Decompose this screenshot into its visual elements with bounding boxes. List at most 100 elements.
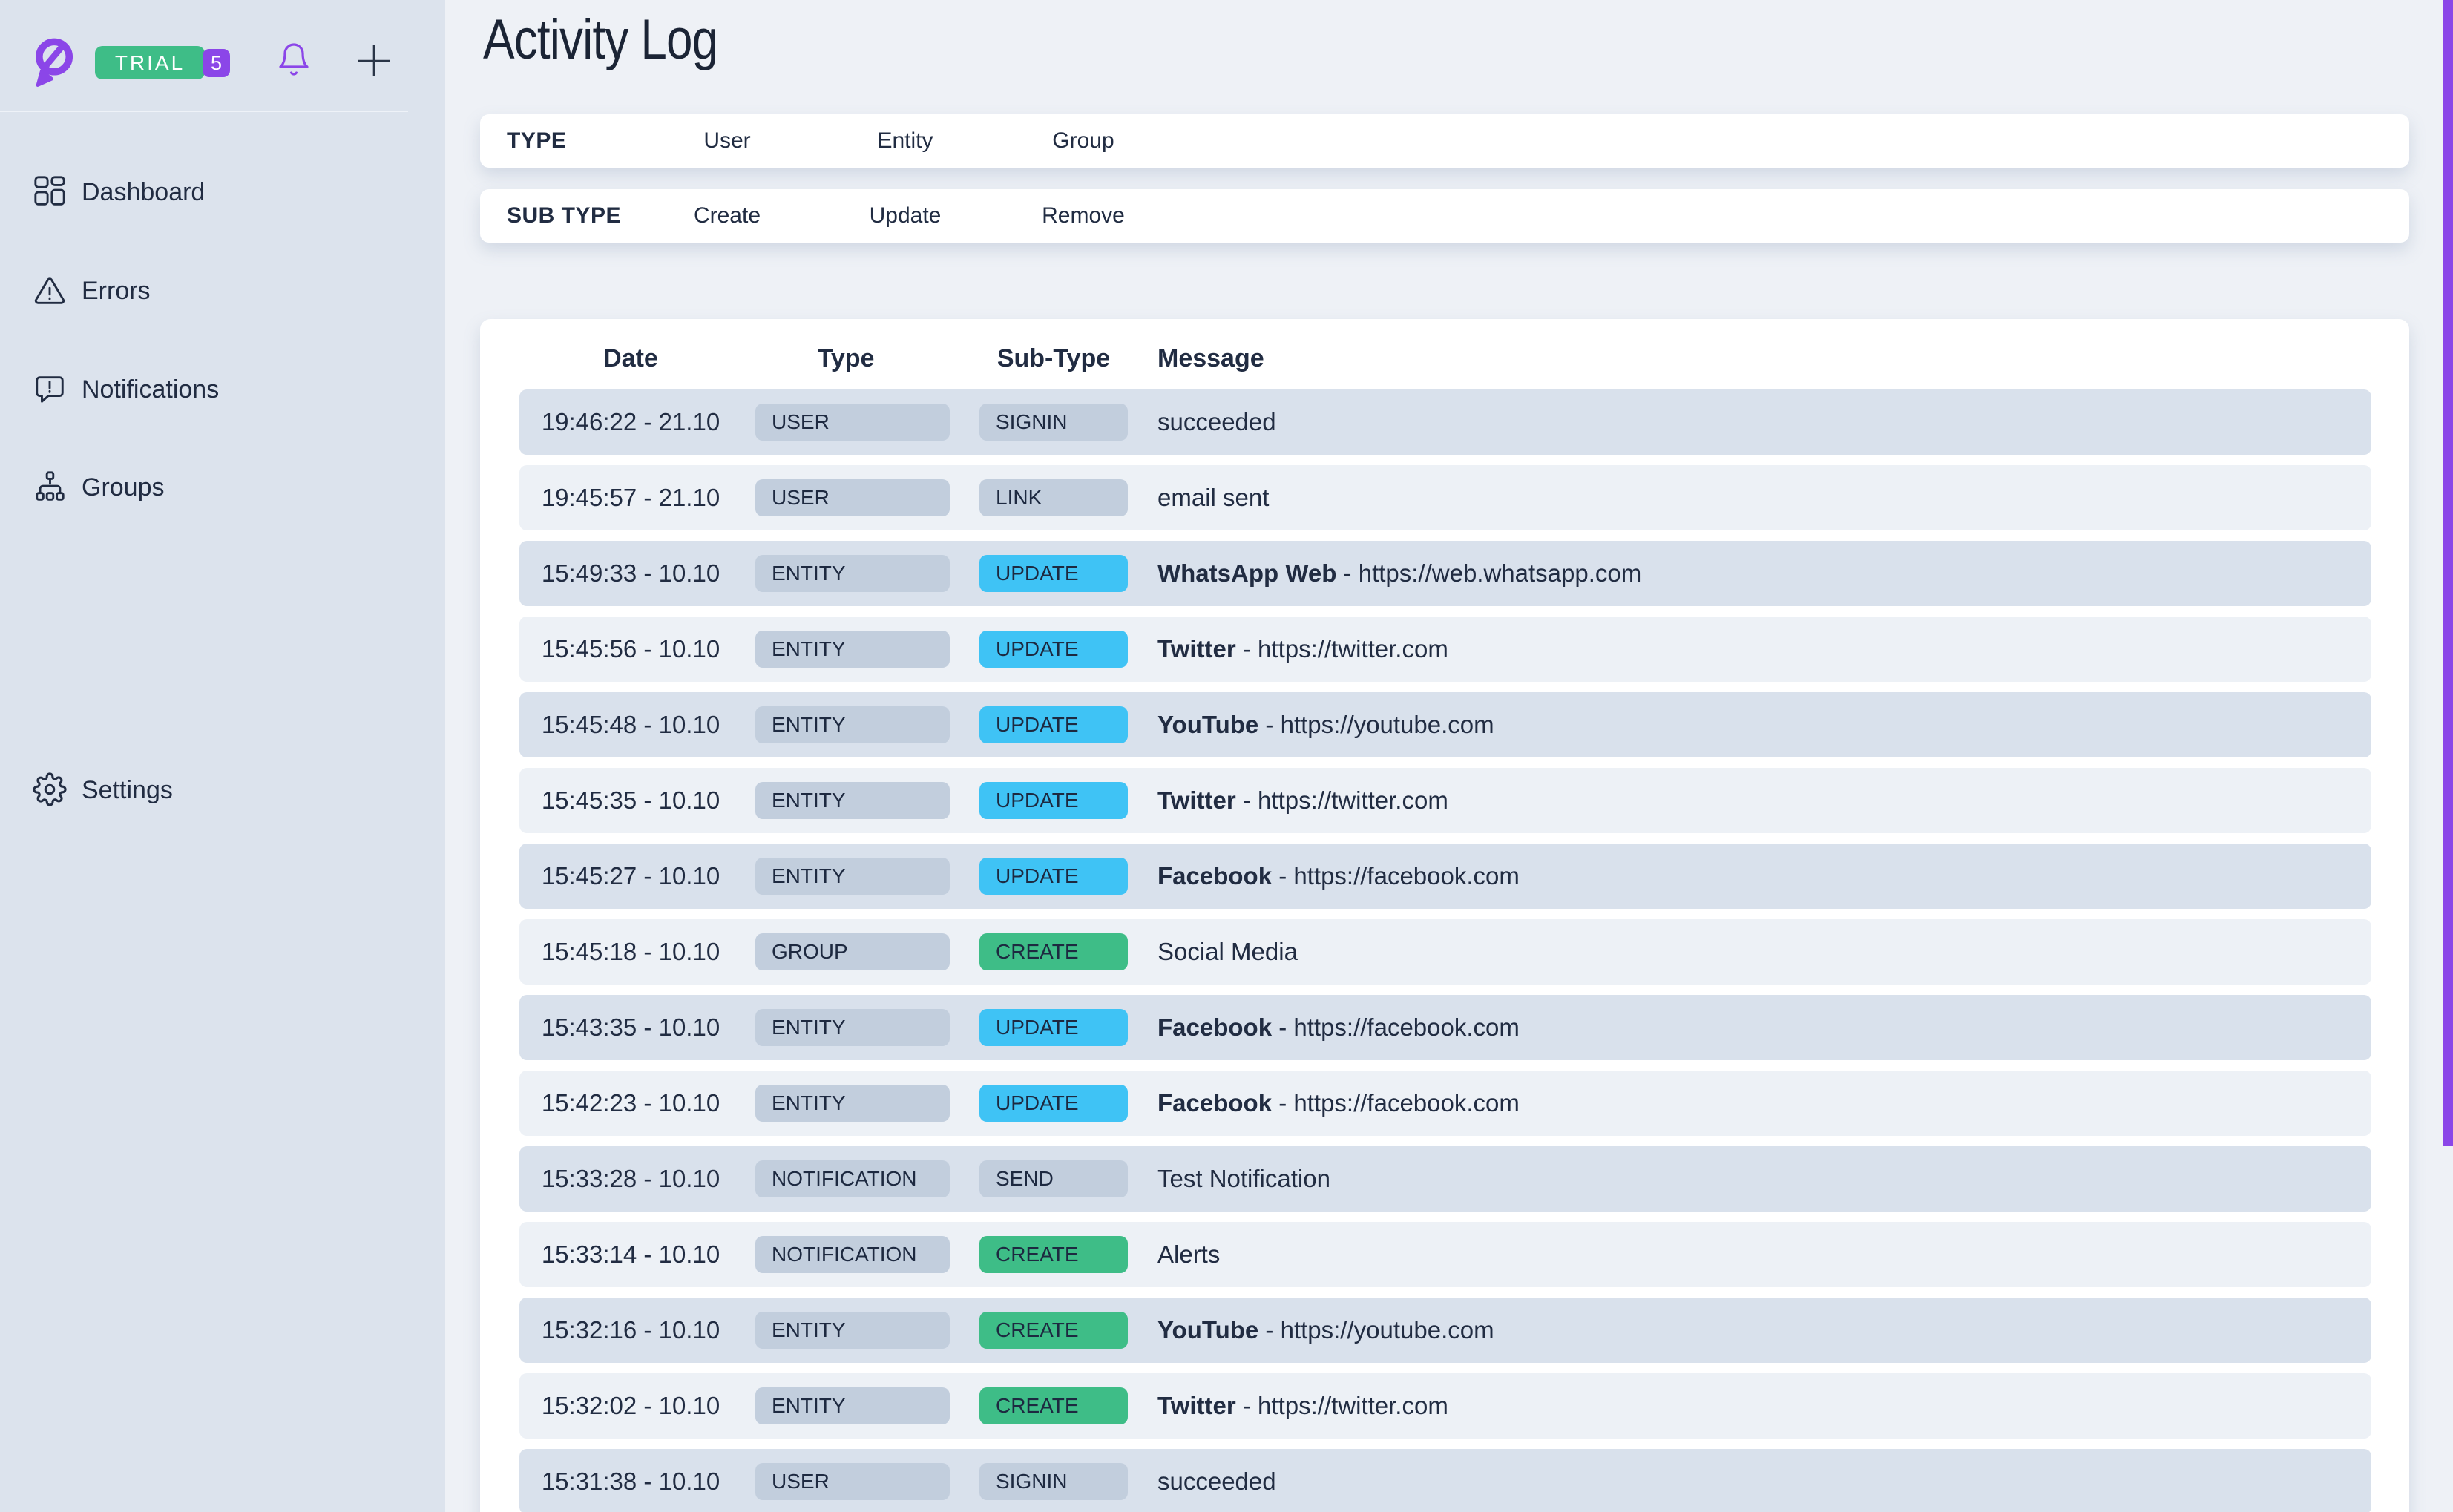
sidebar-item-notifications[interactable]: Notifications [0,366,445,413]
sidebar-divider [0,111,408,112]
log-message: Facebook - https://facebook.com [1128,862,2371,890]
sidebar-item-groups[interactable]: Groups [0,464,445,511]
log-row: 19:45:57 - 21.10 USER LINK email sent [519,465,2371,530]
type-filter-option-user[interactable]: User [703,128,751,153]
log-row: 15:45:18 - 10.10 GROUP CREATE Social Med… [519,919,2371,985]
log-table-body: 19:46:22 - 21.10 USER SIGNIN succeeded 1… [519,389,2371,1512]
groups-icon [33,470,67,504]
type-badge: ENTITY [755,631,950,668]
log-date: 15:33:28 - 10.10 [541,1165,720,1192]
scrollbar-thumb[interactable] [2443,0,2453,1146]
message-text: succeeded [1157,1467,1276,1495]
notification-count-badge: 5 [203,49,230,77]
subtype-badge: UPDATE [979,782,1128,819]
message-bold: YouTube [1157,711,1259,738]
dashboard-icon [33,174,67,208]
subtype-filter-label: SUB TYPE [507,203,622,228]
subtype-badge: UPDATE [979,1009,1128,1046]
log-date: 15:32:02 - 10.10 [541,1392,720,1419]
add-icon[interactable] [355,42,393,79]
log-message: Social Media [1128,938,2371,966]
sidebar-item-label: Errors [82,277,151,305]
trial-badge: TRIAL [95,46,205,79]
sidebar-item-label: Settings [82,776,173,804]
type-badge: GROUP [755,933,950,970]
subtype-filter-option-update[interactable]: Update [869,203,942,228]
column-header-type: Type [817,344,875,372]
log-row: 19:46:22 - 21.10 USER SIGNIN succeeded [519,389,2371,455]
type-badge: USER [755,479,950,516]
message-text: Test Notification [1157,1165,1330,1192]
log-message: Alerts [1128,1240,2371,1269]
column-header-subtype: Sub-Type [996,344,1111,372]
type-badge: NOTIFICATION [755,1160,950,1197]
type-badge: NOTIFICATION [755,1236,950,1273]
column-header-message: Message [1157,344,1264,372]
subtype-filter-bar: SUB TYPE Create Update Remove [480,189,2409,243]
sidebar: TRIAL 5 Dashboard [0,0,445,1512]
warning-icon [33,273,67,307]
message-text: - https://youtube.com [1258,711,1494,738]
type-badge: ENTITY [755,706,950,743]
subtype-badge: SIGNIN [979,1463,1128,1500]
log-date: 15:45:27 - 10.10 [541,862,720,890]
subtype-filter-option-create[interactable]: Create [693,203,761,228]
subtype-badge: CREATE [979,1236,1128,1273]
message-text: email sent [1157,484,1270,511]
log-row: 15:45:27 - 10.10 ENTITY UPDATE Facebook … [519,844,2371,909]
subtype-filter-option-remove[interactable]: Remove [1042,203,1125,228]
log-date: 19:46:22 - 21.10 [541,408,720,435]
message-text: Alerts [1157,1240,1221,1268]
sidebar-item-label: Dashboard [82,178,206,206]
log-date: 19:45:57 - 21.10 [541,484,720,511]
type-filter-option-entity[interactable]: Entity [877,128,933,153]
column-header-date: Date [603,344,658,372]
bell-icon[interactable] [276,42,312,77]
subtype-badge: SIGNIN [979,404,1128,441]
subtype-badge: UPDATE [979,706,1128,743]
log-row: 15:42:23 - 10.10 ENTITY UPDATE Facebook … [519,1071,2371,1136]
log-row: 15:31:38 - 10.10 USER SIGNIN succeeded [519,1449,2371,1512]
log-row: 15:32:16 - 10.10 ENTITY CREATE YouTube -… [519,1298,2371,1363]
sidebar-item-label: Notifications [82,375,220,404]
type-badge: ENTITY [755,782,950,819]
brand-logo-icon[interactable] [33,37,73,88]
message-text: - https://youtube.com [1258,1316,1494,1344]
log-message: Test Notification [1128,1165,2371,1193]
gear-icon [33,772,67,806]
log-message: email sent [1128,484,2371,512]
subtype-badge: UPDATE [979,631,1128,668]
message-text: - https://twitter.com [1235,635,1448,663]
message-text: - https://facebook.com [1272,1013,1520,1041]
message-bold: Twitter [1157,635,1236,663]
log-message: Twitter - https://twitter.com [1128,635,2371,663]
subtype-badge: LINK [979,479,1128,516]
sidebar-item-settings[interactable]: Settings [0,766,445,814]
type-filter-option-group[interactable]: Group [1052,128,1114,153]
log-date: 15:32:16 - 10.10 [541,1316,720,1344]
log-row: 15:32:02 - 10.10 ENTITY CREATE Twitter -… [519,1373,2371,1439]
log-date: 15:45:35 - 10.10 [541,786,720,814]
message-text: Social Media [1157,938,1298,965]
type-badge: ENTITY [755,555,950,592]
page-title: Activity Log [483,8,718,71]
log-message: Facebook - https://facebook.com [1128,1013,2371,1042]
type-badge: ENTITY [755,1009,950,1046]
log-date: 15:45:56 - 10.10 [541,635,720,663]
log-date: 15:31:38 - 10.10 [541,1467,720,1495]
subtype-badge: CREATE [979,1312,1128,1349]
brand-row: TRIAL 5 [0,0,445,111]
subtype-badge: UPDATE [979,1085,1128,1122]
sidebar-item-errors[interactable]: Errors [0,267,445,315]
message-bold: Facebook [1157,862,1273,890]
type-filter-bar: TYPE User Entity Group [480,114,2409,168]
log-date: 15:43:35 - 10.10 [541,1013,720,1041]
type-filter-label: TYPE [507,128,567,153]
log-message: YouTube - https://youtube.com [1128,1316,2371,1344]
subtype-badge: UPDATE [979,555,1128,592]
type-badge: ENTITY [755,1387,950,1424]
message-text: - https://twitter.com [1235,786,1448,814]
log-row: 15:45:35 - 10.10 ENTITY UPDATE Twitter -… [519,768,2371,833]
sidebar-item-dashboard[interactable]: Dashboard [0,168,445,216]
log-row: 15:45:56 - 10.10 ENTITY UPDATE Twitter -… [519,617,2371,682]
